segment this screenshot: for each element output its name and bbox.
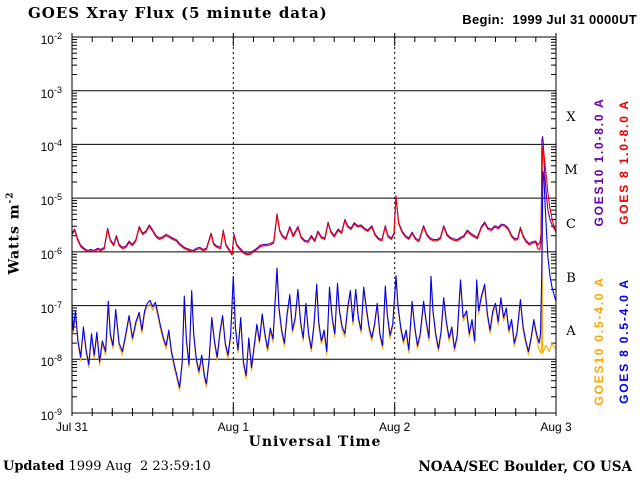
series-GOES-8-1-0-8-0-A: [71, 146, 557, 256]
legend-goes10-0-5-4-0-a: GOES10 0.5-4.0 A: [592, 276, 606, 406]
legend-goes-8-0-5-4-0-a: GOES 8 0.5-4.0 A: [617, 278, 631, 404]
series-GOES10-1-0-8-0-A: [71, 136, 557, 255]
x-tick-label-aug-3: Aug 3: [540, 420, 572, 434]
y-tick-label-10e-6: 10-6: [40, 245, 62, 262]
y-tick-label-10e-7: 10-7: [40, 299, 62, 316]
legend-goes-8-1-0-8-0-a: GOES 8 1.0-8.0 A: [617, 99, 631, 225]
updated-time: 1999 Aug 2 23:59:10: [64, 459, 211, 474]
y-tick-label-10e-3: 10-3: [40, 84, 62, 101]
x-axis-title: Universal Time: [248, 434, 382, 450]
x-tick-label-aug-1: Aug 1: [217, 420, 249, 434]
flare-class-a: A: [566, 324, 576, 340]
flare-class-c: C: [566, 217, 576, 232]
flare-class-x: X: [566, 109, 576, 125]
y-tick-label-10e-8: 10-8: [40, 353, 62, 370]
updated-timestamp: Updated 1999 Aug 2 23:59:10: [3, 459, 211, 474]
x-tick-label-jul-31: Jul 31: [55, 420, 89, 434]
begin-label: Begin: 1999 Jul 31 0000UT: [462, 12, 637, 27]
flare-class-b: B: [566, 270, 576, 286]
legend-goes10-1-0-8-0-a: GOES10 1.0-8.0 A: [592, 97, 606, 227]
page-title: GOES Xray Flux (5 minute data): [28, 4, 328, 22]
y-tick-label-10e-5: 10-5: [40, 192, 62, 209]
y-axis-title-exponent: -2: [5, 191, 16, 204]
flare-class-m: M: [564, 163, 578, 179]
series-GOES10-0-5-4-0-A: [71, 222, 557, 392]
credit-label: NOAA/SEC Boulder, CO USA: [418, 459, 632, 475]
y-axis-title-text: Watts m: [6, 203, 23, 275]
series-GOES-8-0-5-4-0-A: [71, 170, 557, 388]
y-tick-label-10e-9: 10-9: [40, 407, 62, 423]
y-tick-label-10e-2: 10-2: [40, 31, 62, 47]
y-tick-label-10e-4: 10-4: [40, 138, 62, 155]
x-tick-label-aug-2: Aug 2: [378, 420, 411, 434]
y-axis-title: Watts m-2: [6, 191, 23, 274]
updated-label: Updated: [3, 459, 65, 474]
